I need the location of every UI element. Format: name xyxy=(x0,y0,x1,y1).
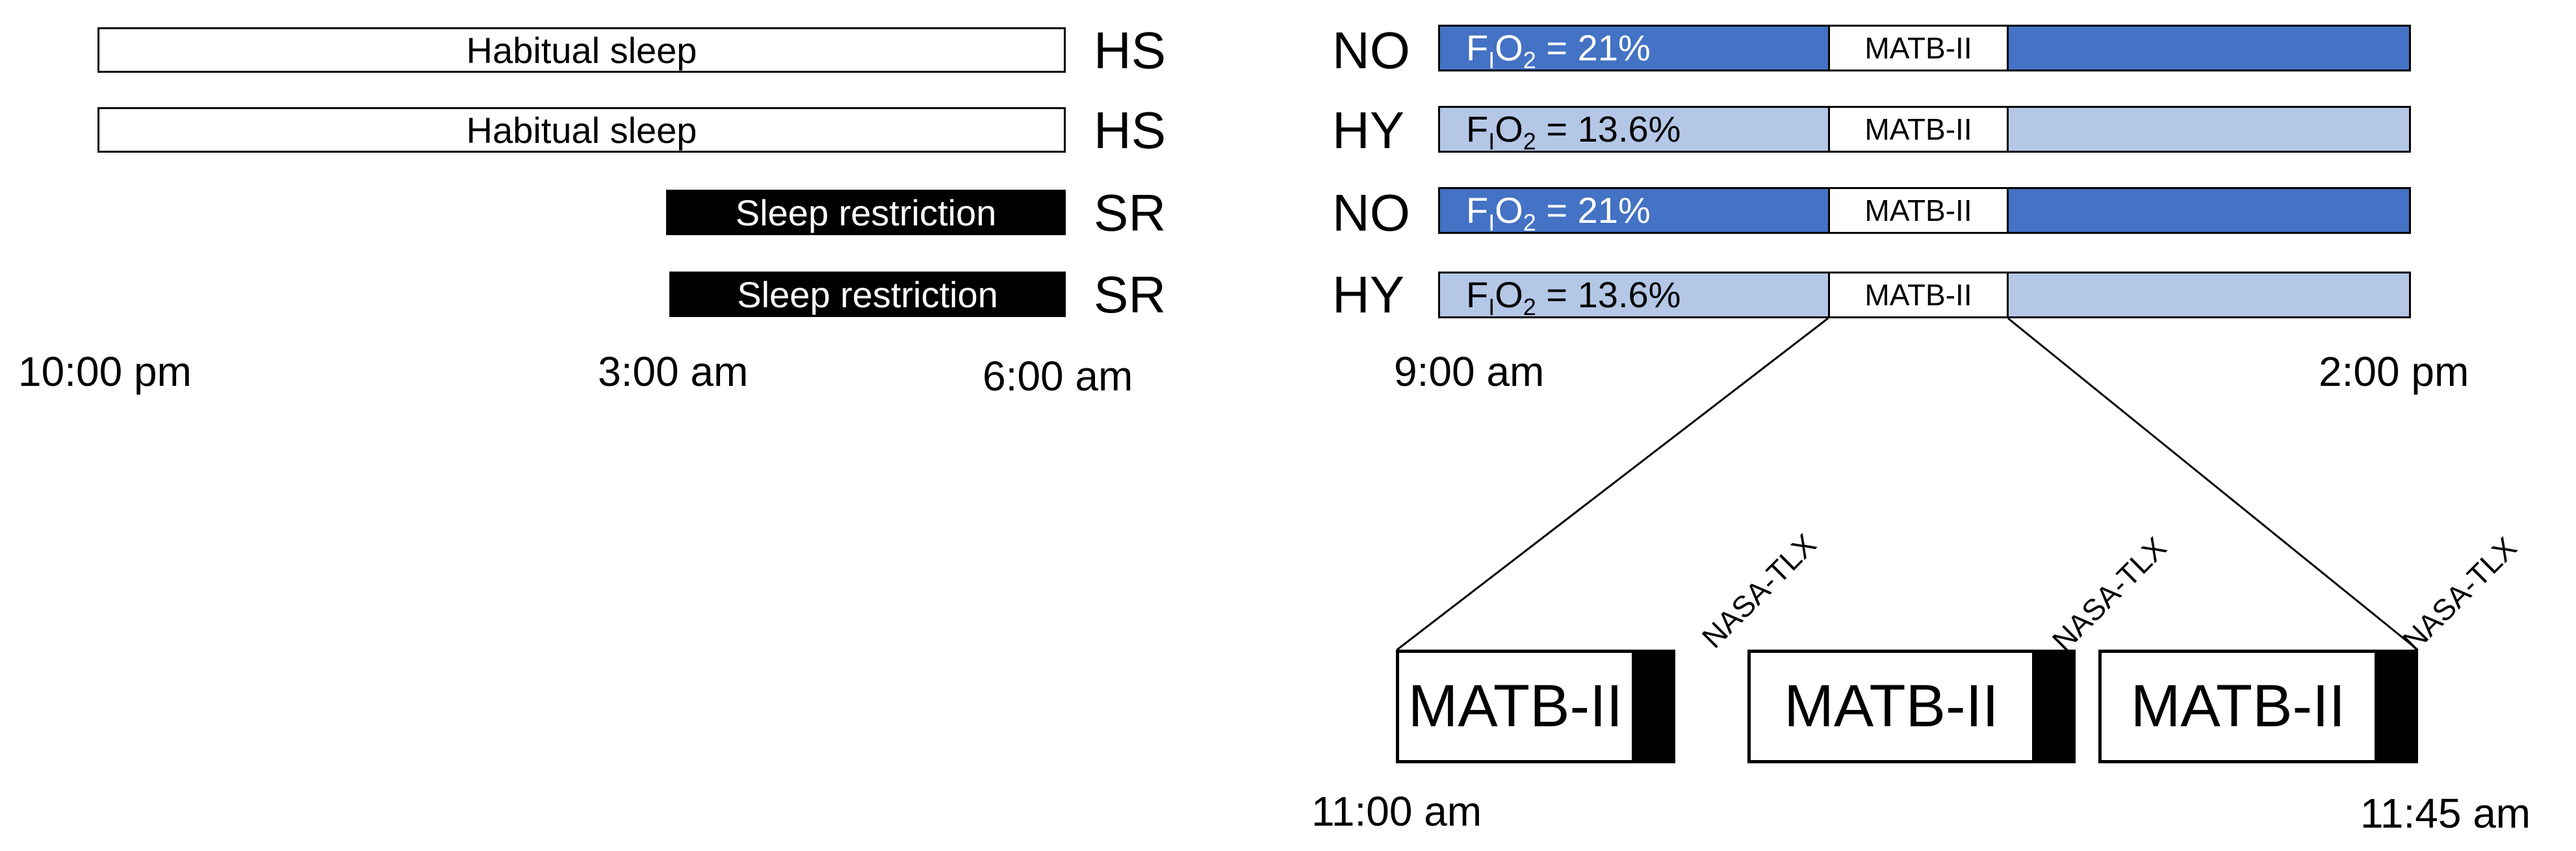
matb-task-segment: MATB-II xyxy=(1828,108,2009,151)
sleep-bar-label: Habitual sleep xyxy=(466,29,697,71)
matb-block-3: MATB-II xyxy=(2098,650,2418,763)
time-label-3am: 3:00 am xyxy=(598,348,749,395)
exposure-condition-code: HY xyxy=(1332,101,1405,159)
matb-task-segment: MATB-II xyxy=(1828,27,2009,70)
nasa-tlx-bar xyxy=(1632,653,1672,760)
habitual-sleep-bar: Habitual sleep xyxy=(97,107,1066,153)
time-label-1145am: 11:45 am xyxy=(2360,790,2531,837)
time-label-9am: 9:00 am xyxy=(1394,348,1545,395)
matb-block-label: MATB-II xyxy=(2130,673,2346,739)
time-label-11am: 11:00 am xyxy=(1311,788,1482,835)
normoxia-exposure-bar: FIO2 = 21% MATB-II xyxy=(1438,187,2411,236)
nasa-tlx-bar xyxy=(2032,653,2072,760)
exposure-condition-code: NO xyxy=(1332,21,1410,79)
sleep-bar-label: Sleep restriction xyxy=(737,273,998,315)
sleep-condition-code: HS xyxy=(1094,101,1166,159)
hypoxia-exposure-bar: FIO2 = 13.6% MATB-II xyxy=(1438,106,2411,155)
exposure-condition-code: HY xyxy=(1332,266,1405,324)
fio2-label: FIO2 = 13.6% xyxy=(1466,274,1681,321)
nasa-tlx-bar xyxy=(2375,653,2415,760)
sleep-bar-label: Habitual sleep xyxy=(466,109,697,151)
sleep-condition-code: HS xyxy=(1094,21,1166,79)
zoom-line-left xyxy=(1397,317,1829,651)
exposure-condition-code: NO xyxy=(1332,184,1410,242)
time-label-2pm: 2:00 pm xyxy=(2319,348,2469,395)
fio2-label: FIO2 = 21% xyxy=(1466,27,1651,74)
time-label-10pm: 10:00 pm xyxy=(18,348,192,395)
matb-block-label: MATB-II xyxy=(1784,673,1999,739)
matb-block-1: MATB-II xyxy=(1396,650,1675,763)
sleep-condition-code: SR xyxy=(1094,266,1166,324)
fio2-label: FIO2 = 21% xyxy=(1466,190,1651,236)
sleep-bar-label: Sleep restriction xyxy=(735,192,997,233)
zoom-line-right xyxy=(2007,317,2418,651)
fio2-label: FIO2 = 13.6% xyxy=(1466,108,1681,155)
matb-block-2: MATB-II xyxy=(1747,650,2076,763)
hypoxia-exposure-bar: FIO2 = 13.6% MATB-II xyxy=(1438,272,2411,321)
habitual-sleep-bar: Habitual sleep xyxy=(97,27,1066,73)
sleep-condition-code: SR xyxy=(1094,184,1166,242)
matb-task-segment: MATB-II xyxy=(1828,189,2009,232)
matb-task-segment: MATB-II xyxy=(1828,273,2009,316)
normoxia-exposure-bar: FIO2 = 21% MATB-II xyxy=(1438,25,2411,74)
sleep-restriction-bar: Sleep restriction xyxy=(666,190,1066,235)
matb-block-label: MATB-II xyxy=(1408,673,1623,739)
time-label-6am: 6:00 am xyxy=(983,353,1133,400)
sleep-restriction-bar: Sleep restriction xyxy=(669,272,1066,317)
